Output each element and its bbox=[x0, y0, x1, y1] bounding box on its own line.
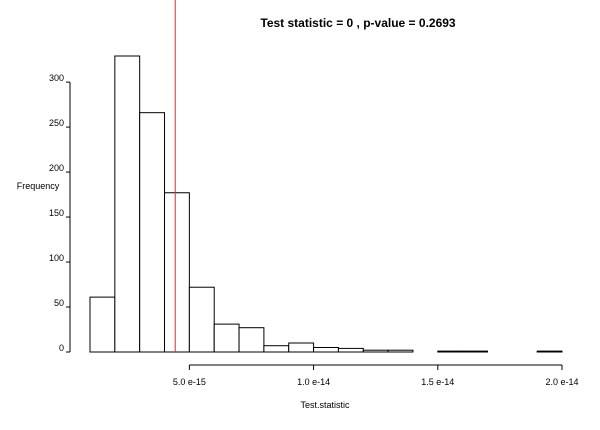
y-tick-label: 50 bbox=[54, 298, 64, 308]
histogram-bar bbox=[288, 342, 315, 353]
histogram-bar bbox=[188, 286, 215, 353]
histogram-bar bbox=[387, 349, 414, 353]
histogram-bar bbox=[213, 323, 240, 353]
x-tick-label: 2.0 e-14 bbox=[545, 377, 578, 387]
y-axis: 0 50 100 150 200 250 300 bbox=[49, 73, 71, 353]
histogram-bar bbox=[164, 192, 190, 353]
y-tick-label: 100 bbox=[49, 253, 64, 263]
histogram-bar bbox=[238, 327, 265, 353]
y-tick-label: 200 bbox=[49, 163, 64, 173]
histogram-bar bbox=[536, 350, 563, 353]
x-axis: 5.0 e-15 1.0 e-14 1.5 e-14 2.0 e-14 bbox=[173, 364, 579, 387]
histogram-bar bbox=[337, 347, 364, 353]
histogram-bar bbox=[462, 350, 488, 353]
y-tick-label: 300 bbox=[49, 73, 64, 83]
histogram-bar bbox=[139, 112, 166, 353]
y-tick-label: 0 bbox=[59, 343, 64, 353]
x-tick-label: 1.0 e-14 bbox=[297, 377, 330, 387]
x-tick-label: 5.0 e-15 bbox=[173, 377, 206, 387]
histogram-bars bbox=[89, 55, 563, 353]
histogram-bar bbox=[89, 296, 116, 353]
chart-title: Test statistic = 0 , p-value = 0.2693 bbox=[260, 16, 456, 30]
x-axis-label: Test.statistic bbox=[300, 400, 350, 410]
histogram-bar bbox=[437, 350, 464, 353]
histogram-bar bbox=[263, 345, 290, 353]
histogram-bar bbox=[313, 347, 339, 353]
x-tick-label: 1.5 e-14 bbox=[421, 377, 454, 387]
histogram-bar bbox=[362, 349, 389, 353]
y-tick-label: 150 bbox=[49, 208, 64, 218]
histogram-bar bbox=[114, 55, 141, 353]
y-axis-label: Frequency bbox=[17, 181, 60, 191]
y-tick-label: 250 bbox=[49, 118, 64, 128]
